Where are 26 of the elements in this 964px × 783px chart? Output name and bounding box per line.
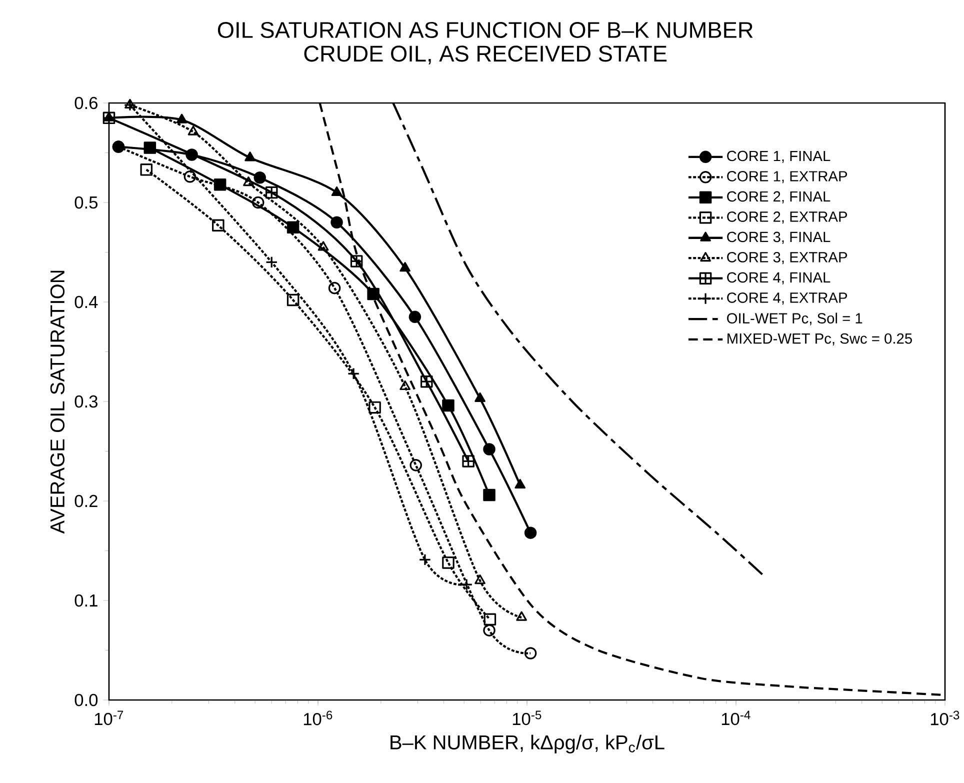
y-tick-label: 0.3 [74,395,98,408]
y-tick-label: 0.1 [74,594,98,607]
y-tick-label: 0.2 [74,494,98,508]
legend-label: OIL-WET Pc, Sol = 1 [727,312,862,326]
x-tick-label: 10$^{-6}$ [304,710,332,726]
y-tick-label: 0.4 [74,296,98,308]
x-tick-label: 10$^{-7}$ [94,710,124,726]
y-tick-label: 0.0 [74,694,98,706]
legend-label: CORE 4, EXTRAP [727,292,848,305]
chart-subtitle: CRUDE OIL, AS RECEIVED STATE [304,46,667,64]
legend-label: CORE 2, FINAL [727,191,830,204]
chart-title: OIL SATURATION AS FUNCTION OF B–K NUMBER [218,22,753,38]
legend-label: CORE 3, FINAL [727,232,830,244]
legend-label: CORE 1, EXTRAP [727,171,848,184]
legend-label: CORE 4, FINAL [727,272,830,284]
y-axis-title: AVERAGE OIL SATURATION [50,270,65,534]
legend-label: CORE 2, EXTRAP [727,212,848,224]
x-tick-label: 10$^{-5}$ [512,710,542,726]
legend-label: MIXED-WET Pc, Swc = 0.25 [728,333,912,346]
legend-label: CORE 3, EXTRAP [727,252,848,264]
x-tick-label: 10$^{-3}$ [930,710,960,726]
legend-label: CORE 1, FINAL [727,150,830,163]
y-tick-label: 0.5 [74,196,98,209]
x-tick-label: 10$^{-4}$ [722,710,750,726]
y-tick-label: 0.6 [74,96,98,110]
x-axis-title: B–K NUMBER, kΔρg/σ, kP$_{c}$/σL [390,734,664,754]
